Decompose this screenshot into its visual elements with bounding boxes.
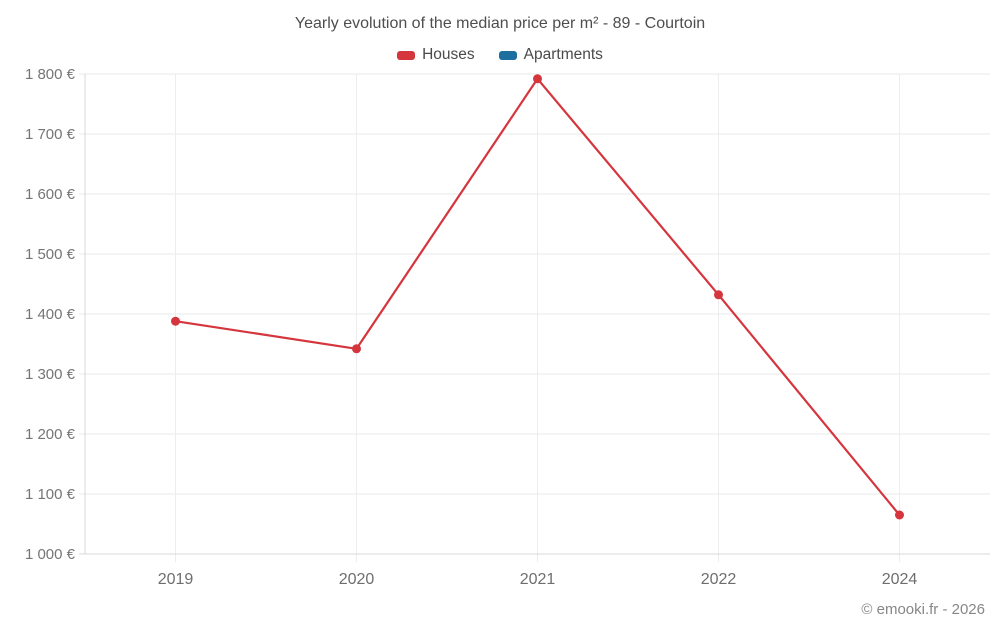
y-axis-tick-label: 1 400 € [25,306,76,323]
y-axis-tick-label: 1 600 € [25,186,76,203]
x-axis-tick-label: 2020 [339,571,375,588]
y-axis-tick-label: 1 300 € [25,366,76,383]
legend: Houses Apartments [0,46,1000,64]
data-point-houses-2024[interactable] [895,510,904,520]
y-axis-tick-label: 1 200 € [25,426,76,443]
data-point-houses-2021[interactable] [533,74,542,84]
legend-label: Houses [422,46,475,63]
legend-item-apartments[interactable]: Apartments [498,46,603,64]
x-axis-tick-label: 2019 [158,571,194,588]
legend-swatch-icon [397,50,416,60]
y-axis-tick-label: 1 700 € [25,126,76,143]
y-axis-tick-label: 1 000 € [25,546,76,563]
copyright-text: © emooki.fr - 2026 [861,601,985,618]
x-axis-tick-label: 2022 [701,571,737,588]
y-axis-tick-label: 1 100 € [25,486,76,503]
legend-label: Apartments [523,46,603,63]
x-axis-tick-label: 2024 [882,571,918,588]
data-point-houses-2020[interactable] [352,344,361,354]
y-axis-tick-label: 1 800 € [25,66,76,83]
y-axis-tick-label: 1 500 € [25,246,76,263]
data-point-houses-2022[interactable] [714,290,723,300]
chart-title: Yearly evolution of the median price per… [294,15,706,32]
legend-swatch-icon [498,50,517,60]
data-point-houses-2019[interactable] [171,316,180,326]
x-axis-tick-label: 2021 [520,571,556,588]
legend-item-houses[interactable]: Houses [397,46,475,64]
